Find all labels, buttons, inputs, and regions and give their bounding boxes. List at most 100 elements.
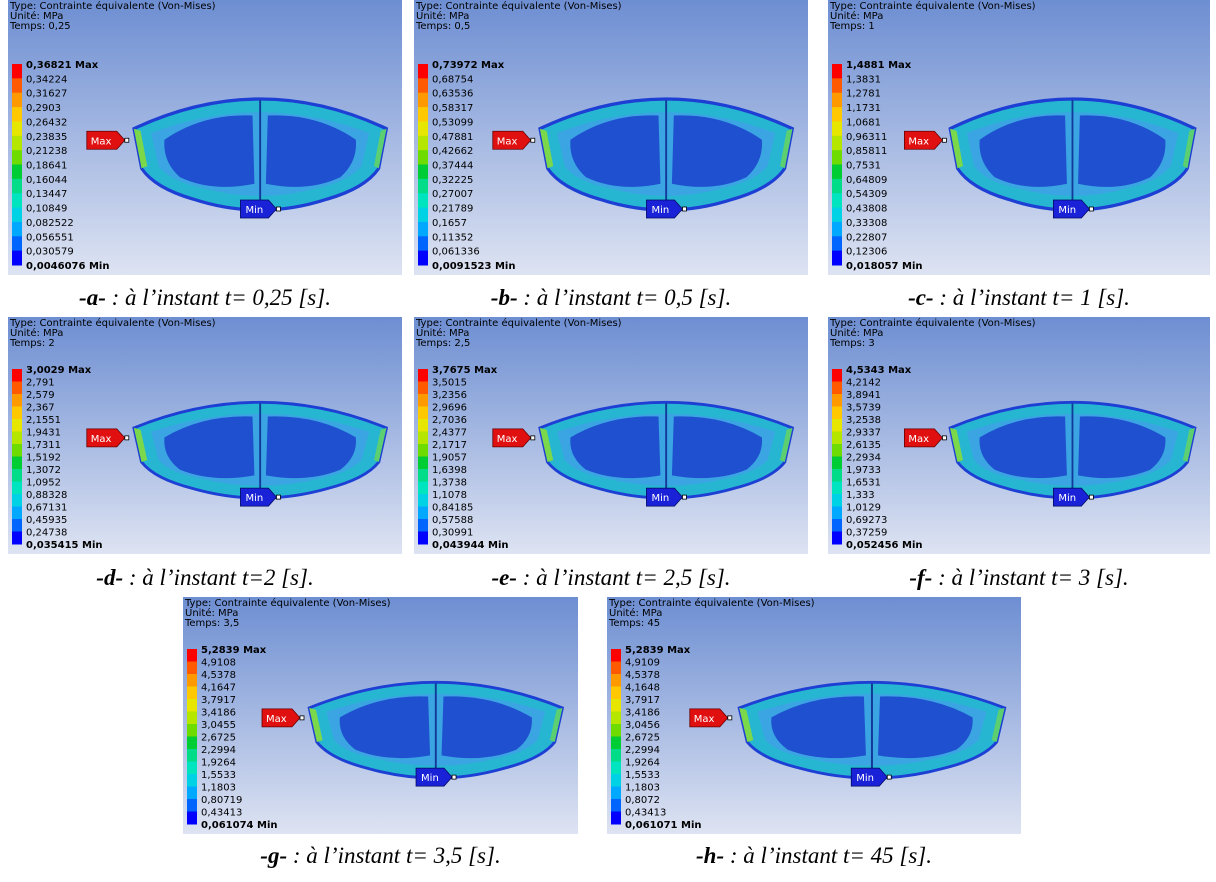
legend-label: 0,16044 [26,175,67,186]
legend-label: 0,2903 [26,103,61,114]
result-panel: Type: Contrainte équivalente (Von-Mises)… [828,0,1210,275]
pad-edge [780,427,793,463]
header-line: Temps: 1 [829,21,875,32]
legend-band [418,78,428,94]
caption-letter: -b- [490,285,518,310]
legend-label: 0,43808 [846,204,887,215]
min-point [1088,494,1094,500]
legend-label: 2,9337 [846,428,881,439]
legend-label: 1,9431 [26,428,61,439]
caption: -g- : à l’instant t= 3,5 [s]. [153,843,608,869]
header-line: Unité: MPa [830,10,883,22]
legend-label: 0,58317 [432,103,473,114]
legend-band [418,107,428,122]
brake-pad [948,97,1197,212]
legend-band [12,456,22,470]
caption-letter: -d- [96,565,124,590]
legend-band [418,207,428,223]
legend-band [187,724,197,737]
legend-label: 3,4186 [625,708,660,719]
legend-label: 2,7036 [432,415,467,426]
legend-band [832,92,842,108]
caption-letter: -h- [696,843,725,868]
legend-label: 3,2538 [846,415,881,426]
legend-label: 2,2934 [846,453,881,464]
max-flag [86,130,126,150]
legend-band [418,92,428,108]
pocket [265,416,357,479]
legend-label: 1,3072 [26,465,61,476]
min-flag-label: Min [1058,493,1076,504]
legend-band [418,444,428,457]
legend-label: 1,333 [846,490,875,501]
legend-label: 0,33308 [846,218,887,229]
header-line: Unité: MPa [416,327,469,339]
header-line: Type: Contrainte équivalente (Von-Mises) [9,317,216,329]
result-panel: Type: Contrainte équivalente (Von-Mises)… [607,597,1021,834]
legend-band [832,519,842,532]
legend-band [832,431,842,445]
caption-text: : à l’instant t= 2,5 [s]. [516,565,731,590]
legend-label: 1,9264 [625,758,660,769]
result-panel: Type: Contrainte équivalente (Von-Mises)… [414,317,808,554]
legend-band [611,811,621,825]
legend-label: 1,1803 [201,783,236,794]
min-flag [646,199,683,219]
legend-label: 0,69273 [846,515,887,526]
legend-label: 2,6725 [201,733,236,744]
legend-label: 4,2142 [846,378,881,389]
pocket [441,696,532,759]
max-flag [904,130,943,150]
result-panel: Type: Contrainte équivalente (Von-Mises)… [828,317,1210,554]
legend-label: 0,47881 [432,132,473,143]
caption: -e- : à l’instant t= 2,5 [s]. [384,565,838,591]
legend-band [187,786,197,800]
legend-band [418,406,428,420]
legend-label: 3,7917 [625,695,660,706]
legend-band [187,736,197,750]
min-point [276,494,281,500]
legend-label: 1,0681 [846,117,881,128]
legend-label: 1,5533 [625,770,660,781]
legend-band [832,506,842,520]
header-line: Type: Contrainte équivalente (Von-Mises) [9,0,216,12]
legend-band [832,236,842,252]
max-flag [86,428,126,448]
legend-band [611,761,621,775]
legend-label: 0,37259 [846,528,887,539]
pad-edge [374,128,387,169]
legend-label: 0,43413 [201,808,242,819]
legend-band [832,394,842,407]
max-flag [492,130,532,150]
max-flag-label: Max [497,434,518,445]
pocket [771,696,866,759]
caption-text: : à l’instant t= 0,25 [s]. [105,285,331,310]
legend-label: 0,082522 [26,218,74,229]
legend-label: 0,21789 [432,204,473,215]
legend-band [832,444,842,457]
legend-band [12,250,22,266]
min-flag [646,487,683,507]
pad-edge [950,427,964,463]
legend-label: 1,6531 [846,478,881,489]
brake-pad [737,680,1007,780]
legend-label: 0,030579 [26,247,74,258]
legend-label: 4,5378 [201,670,236,681]
max-flag-label: Max [497,136,518,147]
min-point [682,206,687,212]
legend-label: 0,18641 [26,161,67,172]
legend-label: 0,45935 [26,515,67,526]
header-line: Temps: 3,5 [184,618,239,629]
legend-label: 2,2994 [201,745,236,756]
legend-band [12,121,22,137]
max-point [299,715,305,721]
legend-label: 0,73972 Max [432,60,505,71]
legend-label: 0,36821 Max [26,60,99,71]
legend-label: 3,0029 Max [26,365,92,376]
max-point [942,137,947,143]
max-flag [492,428,532,448]
legend-label: 3,5015 [432,378,467,389]
pocket [979,115,1067,187]
caption-text: : à l’instant t= 3 [s]. [932,565,1129,590]
legend-label: 2,6725 [625,733,660,744]
